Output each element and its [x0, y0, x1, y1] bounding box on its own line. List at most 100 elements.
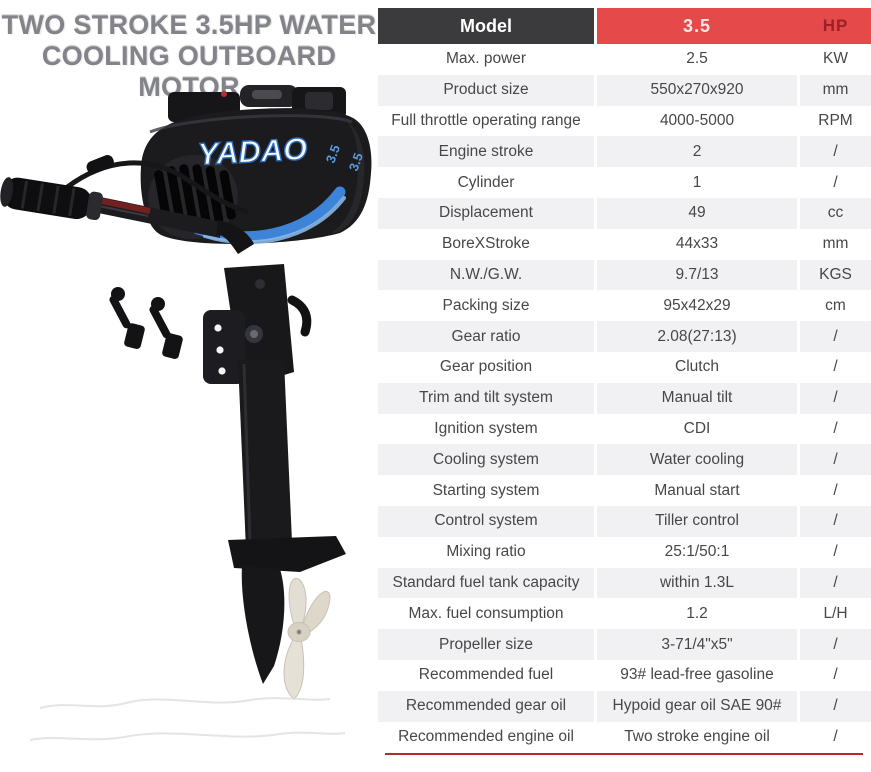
spec-label: BoreXStroke: [442, 235, 530, 253]
spec-unit: cm: [825, 296, 846, 314]
spec-row: Max. power 2.5 KW: [378, 44, 871, 75]
engine-top-parts: [168, 85, 346, 122]
spec-label: Max. fuel consumption: [408, 604, 564, 622]
spec-row: Gear ratio 2.08(27:13) /: [378, 321, 871, 352]
spec-unit: /: [833, 666, 838, 684]
spec-row: Full throttle operating range 4000-5000 …: [378, 106, 871, 137]
spec-row: Gear position Clutch /: [378, 352, 871, 383]
spec-row: Max. fuel consumption 1.2 L/H: [378, 598, 871, 629]
spec-label: N.W./G.W.: [378, 259, 594, 291]
spec-row: Standard fuel tank capacity within 1.3L …: [378, 567, 871, 599]
spec-unit: /: [833, 727, 838, 745]
spec-value: 1: [692, 173, 702, 191]
spec-label: Max. power: [445, 50, 527, 68]
spec-label: Propeller size: [378, 629, 594, 660]
spec-unit: /: [800, 382, 871, 414]
gearcase-skeg: [241, 566, 285, 684]
spec-row: Trim and tilt system Manual tilt /: [378, 382, 871, 414]
spec-label: Product size: [378, 74, 594, 106]
spec-label: Trim and tilt system: [378, 382, 594, 414]
drive-shaft-leg: [238, 360, 292, 550]
spec-value: Clutch: [675, 358, 719, 376]
spec-label: Starting system: [432, 481, 540, 499]
spec-value: Water cooling: [597, 444, 797, 476]
spec-value: Tiller control: [597, 505, 797, 537]
stern-bracket: [203, 264, 312, 388]
spec-value: 2.08(27:13): [597, 321, 797, 352]
spec-unit: KGS: [800, 259, 871, 291]
header-unit: HP: [822, 16, 849, 35]
tiller-handle: [0, 177, 254, 254]
spec-label: Cylinder: [457, 173, 515, 191]
spec-label: Recommended engine oil: [398, 727, 574, 745]
header-model-value: 3.5: [682, 15, 712, 36]
spec-label: Mixing ratio: [446, 543, 526, 561]
spec-value: 93# lead-free gasoline: [620, 666, 774, 684]
spec-label: Packing size: [442, 296, 530, 314]
spec-value: within 1.3L: [597, 567, 797, 599]
spec-unit: /: [833, 358, 838, 376]
spec-unit: RPM: [818, 111, 853, 129]
spec-value: 95x42x29: [663, 296, 731, 314]
anti-ventilation-plate: [228, 536, 346, 572]
spec-table: Model 3.5 HP Max. power 2.5 KW Product s…: [378, 8, 871, 752]
spec-row: Engine stroke 2 /: [378, 136, 871, 168]
spec-unit: cc: [800, 197, 871, 229]
spec-label: Cooling system: [378, 444, 594, 476]
spec-unit: /: [800, 567, 871, 599]
spec-unit: L/H: [823, 604, 848, 622]
spec-unit: /: [833, 481, 838, 499]
spec-value: 4000-5000: [659, 111, 735, 129]
spec-unit: /: [800, 444, 871, 476]
spec-value: CDI: [683, 419, 711, 437]
clamp-screws: [109, 287, 183, 359]
outboard-motor-photo: YADAO 3.5 3.5: [0, 85, 372, 741]
spec-row: Cooling system Water cooling /: [378, 444, 871, 476]
spec-unit: /: [833, 543, 838, 561]
spec-unit: /: [800, 505, 871, 537]
spec-label: Control system: [378, 505, 594, 537]
spec-value: 49: [597, 197, 797, 229]
spec-value: 550x270x920: [597, 74, 797, 106]
header-model: Model: [460, 15, 512, 36]
spec-value: 3-71/4"x5": [597, 629, 797, 660]
brand-decal: YADAO: [197, 131, 308, 172]
spec-row: BoreXStroke 44x33 mm: [378, 229, 871, 260]
model-decal: 3.5: [346, 151, 366, 173]
spec-row: Mixing ratio 25:1/50:1 /: [378, 537, 871, 568]
spec-row: Recommended fuel 93# lead-free gasoline …: [378, 660, 871, 691]
spec-value: 1.2: [686, 604, 708, 622]
spec-unit: /: [800, 136, 871, 168]
spec-value: Hypoid gear oil SAE 90#: [597, 690, 797, 722]
spec-value: 25:1/50:1: [664, 543, 730, 561]
throttle-cable: [64, 155, 249, 215]
spec-row: Propeller size 3-71/4"x5" /: [378, 629, 871, 660]
spec-row: N.W./G.W. 9.7/13 KGS: [378, 259, 871, 291]
spec-unit: /: [833, 419, 838, 437]
spec-row: Product size 550x270x920 mm: [378, 74, 871, 106]
page-title: TWO STROKE 3.5HP WATER COOLING OUTBOARD …: [0, 10, 378, 103]
spec-unit: mm: [822, 235, 849, 253]
spec-value: 2.5: [686, 50, 708, 68]
spec-unit: mm: [800, 74, 871, 106]
spec-label: Recommended gear oil: [378, 690, 594, 722]
spec-value: Two stroke engine oil: [624, 727, 770, 745]
spec-unit: /: [833, 173, 838, 191]
spec-label: Ignition system: [434, 419, 538, 437]
spec-label: Recommended fuel: [418, 666, 554, 684]
spec-label: Gear ratio: [378, 321, 594, 352]
handle-grip: [0, 177, 103, 221]
spec-label: Engine stroke: [378, 136, 594, 168]
spec-row: Displacement 49 cc: [378, 197, 871, 229]
spec-label: Standard fuel tank capacity: [378, 567, 594, 599]
table-bottom-rule: [385, 753, 863, 755]
spec-value: Manual tilt: [597, 382, 797, 414]
page-title-line2: COOLING OUTBOARD MOTOR: [41, 41, 337, 102]
spec-row: Control system Tiller control /: [378, 505, 871, 537]
spec-row: Ignition system CDI /: [378, 414, 871, 445]
spec-value: 9.7/13: [597, 259, 797, 291]
spec-unit: /: [800, 321, 871, 352]
spec-table-header: Model 3.5 HP: [378, 8, 871, 44]
spec-label: Gear position: [439, 358, 533, 376]
